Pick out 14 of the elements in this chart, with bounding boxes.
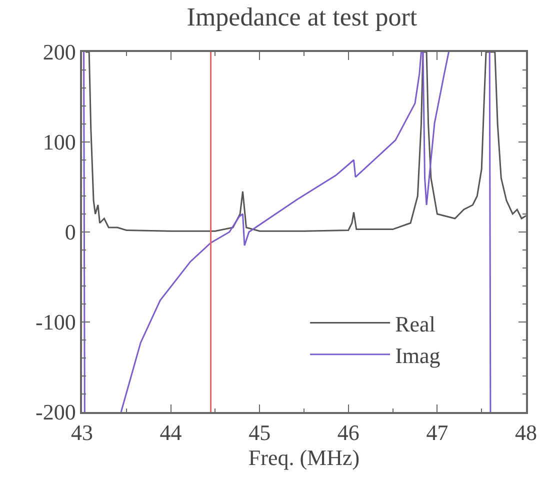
x-tick-label: 46 bbox=[337, 420, 360, 446]
legend-label: Imag bbox=[395, 342, 440, 368]
legend-label: Real bbox=[395, 311, 436, 336]
x-tick-label: 44 bbox=[160, 420, 182, 446]
x-axis-title: Freq. (MHz) bbox=[248, 445, 360, 470]
line-series bbox=[84, 52, 526, 232]
y-tick-label: 0 bbox=[64, 220, 76, 245]
x-tick-label: 47 bbox=[426, 420, 448, 446]
y-tick-label: -100 bbox=[36, 310, 76, 335]
y-tick-label: 200 bbox=[42, 40, 76, 65]
x-tick-label: 45 bbox=[248, 420, 271, 446]
x-tick-label: 48 bbox=[515, 420, 537, 446]
chart-title: Impedance at test port bbox=[186, 2, 418, 32]
y-tick-label: 100 bbox=[42, 130, 76, 155]
